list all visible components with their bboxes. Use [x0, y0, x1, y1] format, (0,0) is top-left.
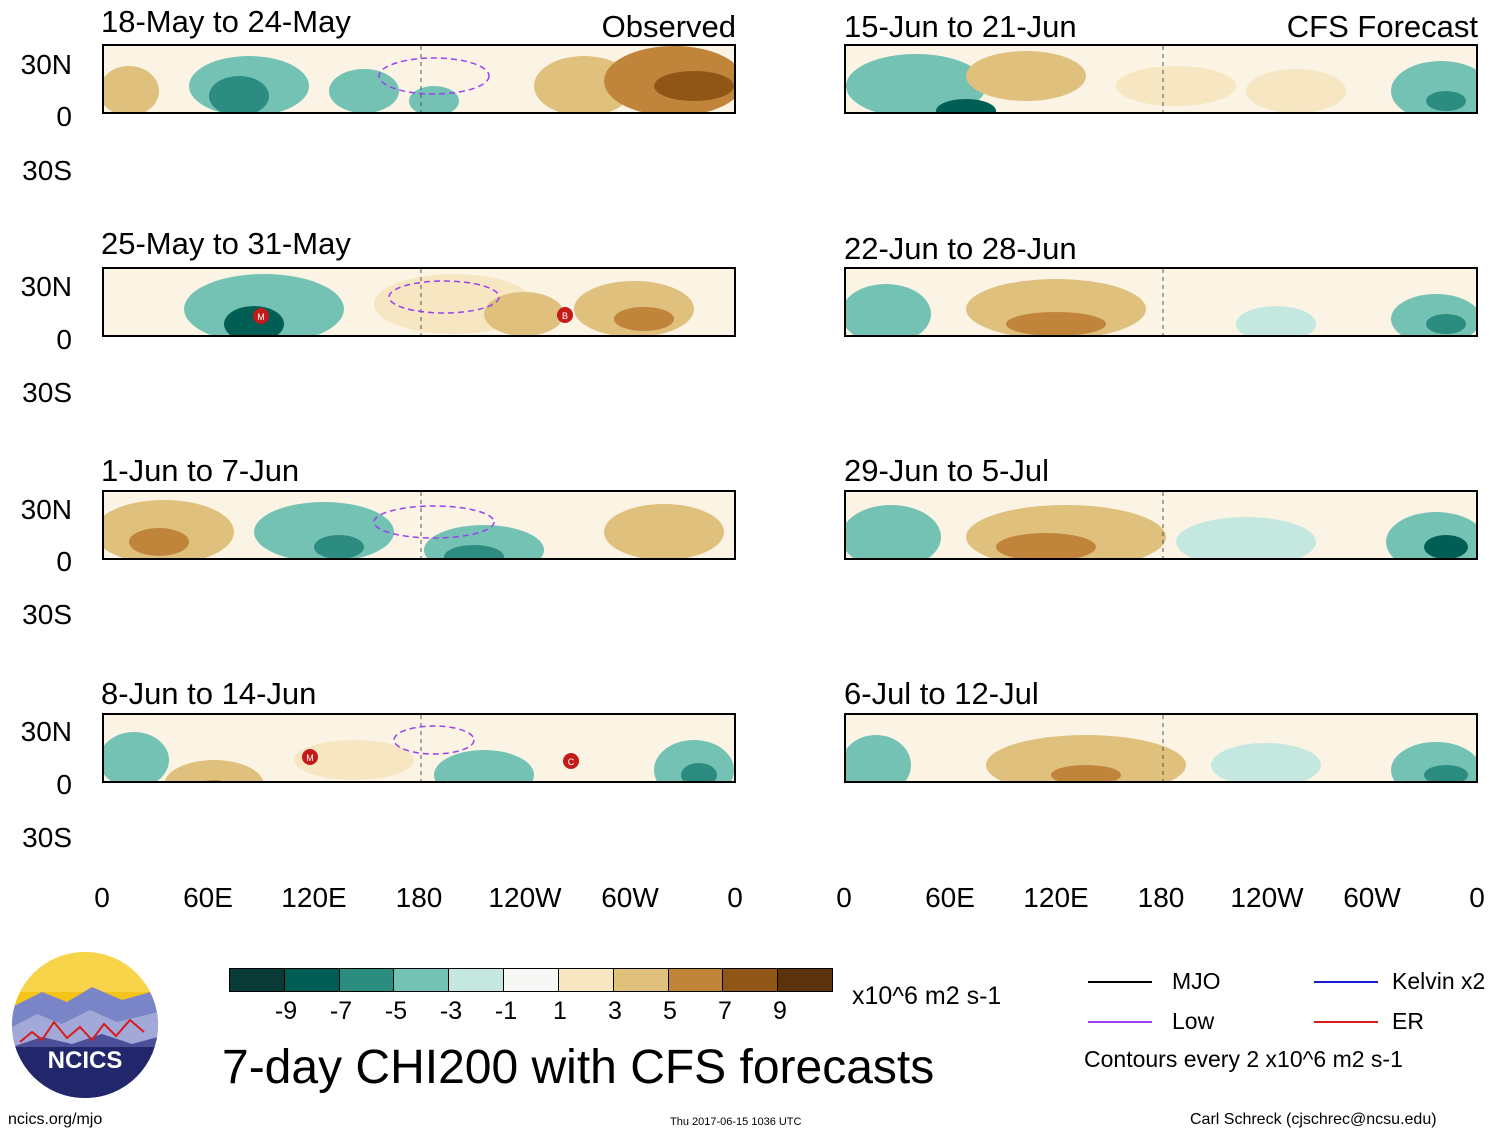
legend-label: MJO	[1172, 968, 1221, 994]
map-field	[846, 46, 1476, 112]
x-tick: 60E	[183, 882, 233, 913]
x-tick: 120E	[1023, 882, 1089, 913]
map-panel-forecast-1	[844, 44, 1478, 114]
storm-marker-label: B	[562, 311, 568, 321]
figure-title: 7-day CHI200 with CFS forecasts	[222, 1041, 935, 1094]
y-tick: 30N	[20, 271, 72, 302]
storm-marker-label: M	[306, 753, 314, 763]
map-field: M B	[104, 269, 734, 335]
x-tick: 180	[395, 882, 443, 913]
colorbar-swatch	[778, 969, 832, 991]
footer-credit: Carl Schreck (cjschrec@ncsu.edu)	[1190, 1111, 1437, 1128]
y-tick: 30S	[22, 155, 72, 186]
ncics-logo: NCICS	[12, 952, 158, 1098]
y-tick: 0	[56, 101, 72, 132]
panel-title: 15-Jun to 21-Jun	[844, 9, 1077, 44]
legend-line-er	[1314, 1021, 1378, 1023]
storm-marker: B	[557, 307, 573, 323]
map-panel-forecast-2	[844, 267, 1478, 337]
colorbar-swatch	[394, 969, 450, 991]
storm-marker: C	[563, 753, 579, 769]
storm-marker: M	[253, 308, 269, 324]
colorbar-swatch	[230, 969, 285, 991]
logo-text: NCICS	[48, 1047, 123, 1074]
colorbar-tick: -1	[494, 997, 518, 1025]
forecast-label: CFS Forecast	[1286, 9, 1478, 44]
colorbar-tick: -7	[329, 997, 353, 1025]
y-tick: 0	[56, 769, 72, 800]
colorbar-swatch	[558, 969, 614, 991]
footer-url[interactable]: ncics.org/mjo	[8, 1111, 103, 1128]
x-tick: 0	[94, 882, 110, 913]
colorbar-tick: 5	[663, 997, 677, 1025]
map-field	[846, 269, 1476, 335]
colorbar-tick: -9	[274, 997, 298, 1025]
footer-timestamp: Thu 2017-06-15 1036 UTC	[670, 1116, 802, 1128]
map-field	[846, 715, 1476, 781]
legend-line-low	[1088, 1021, 1152, 1023]
legend-label: Kelvin x2	[1392, 968, 1486, 994]
x-tick: 0	[727, 882, 743, 913]
y-tick: 30S	[22, 377, 72, 408]
map-panel-observed-2: M B	[102, 267, 736, 337]
x-tick: 60E	[925, 882, 975, 913]
colorbar-tick: -3	[439, 997, 463, 1025]
map-panel-observed-4: M C	[102, 713, 736, 783]
observed-label: Observed	[601, 9, 736, 44]
legend-line-mjo	[1088, 981, 1152, 983]
colorbar	[229, 968, 833, 992]
x-tick: 120W	[1230, 882, 1304, 913]
y-tick: 0	[56, 324, 72, 355]
colorbar-swatch	[449, 969, 505, 991]
colorbar-swatch	[613, 969, 669, 991]
map-panel-observed-1	[102, 44, 736, 114]
y-tick: 0	[56, 546, 72, 577]
legend-note: Contours every 2 x10^6 m2 s-1	[1084, 1046, 1403, 1072]
storm-marker: M	[302, 749, 318, 765]
legend-label: Low	[1172, 1008, 1215, 1034]
panel-title: 8-Jun to 14-Jun	[101, 676, 317, 711]
colorbar-units: x10^6 m2 s-1	[852, 982, 1002, 1010]
map-panel-forecast-4	[844, 713, 1478, 783]
colorbar-swatch	[339, 969, 395, 991]
colorbar-tick: 1	[553, 997, 567, 1025]
y-tick: 30N	[20, 494, 72, 525]
colorbar-swatch	[504, 969, 559, 991]
x-tick: 120E	[281, 882, 347, 913]
colorbar-tick: -5	[384, 997, 408, 1025]
map-field: M C	[104, 715, 734, 781]
panel-title: 18-May to 24-May	[101, 4, 351, 39]
panel-title: 25-May to 31-May	[101, 226, 351, 261]
colorbar-tick: 3	[608, 997, 622, 1025]
map-field	[104, 492, 734, 558]
map-panel-observed-3	[102, 490, 736, 560]
storm-marker-label: C	[568, 757, 575, 767]
y-tick: 30S	[22, 599, 72, 630]
y-tick: 30N	[20, 49, 72, 80]
y-tick: 30S	[22, 822, 72, 853]
map-field	[846, 492, 1476, 558]
x-tick: 180	[1137, 882, 1185, 913]
panel-title: 22-Jun to 28-Jun	[844, 231, 1077, 266]
x-tick: 60W	[601, 882, 659, 913]
legend-label: ER	[1392, 1008, 1424, 1034]
x-tick: 60W	[1343, 882, 1401, 913]
map-field	[104, 46, 734, 112]
colorbar-tick: 7	[718, 997, 732, 1025]
legend-line-kelvin	[1314, 981, 1378, 983]
colorbar-swatch	[668, 969, 724, 991]
panel-title: 29-Jun to 5-Jul	[844, 453, 1050, 488]
y-tick: 30N	[20, 716, 72, 747]
x-tick: 0	[1469, 882, 1485, 913]
colorbar-swatch	[284, 969, 340, 991]
colorbar-tick: 9	[773, 997, 787, 1025]
colorbar-swatch	[723, 969, 779, 991]
x-tick: 120W	[488, 882, 562, 913]
storm-marker-label: M	[257, 312, 265, 322]
panel-title: 1-Jun to 7-Jun	[101, 453, 300, 488]
panel-title: 6-Jul to 12-Jul	[844, 676, 1039, 711]
map-panel-forecast-3	[844, 490, 1478, 560]
x-tick: 0	[836, 882, 852, 913]
